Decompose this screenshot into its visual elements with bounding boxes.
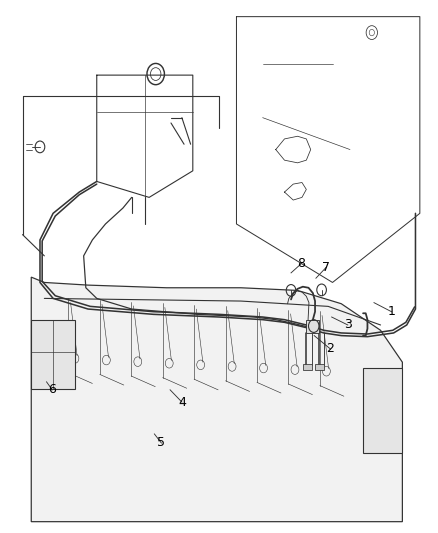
Polygon shape xyxy=(31,277,403,522)
Text: 6: 6 xyxy=(48,383,56,397)
Text: 3: 3 xyxy=(344,319,352,332)
Text: 1: 1 xyxy=(388,305,396,318)
Text: 2: 2 xyxy=(326,342,334,356)
Text: 7: 7 xyxy=(322,261,330,274)
Text: 5: 5 xyxy=(157,437,166,449)
Text: 4: 4 xyxy=(178,395,186,409)
Bar xyxy=(315,364,324,370)
Bar xyxy=(363,368,403,453)
Bar xyxy=(31,320,75,389)
Bar xyxy=(303,364,311,370)
Bar xyxy=(306,320,319,333)
Text: 8: 8 xyxy=(297,257,305,270)
